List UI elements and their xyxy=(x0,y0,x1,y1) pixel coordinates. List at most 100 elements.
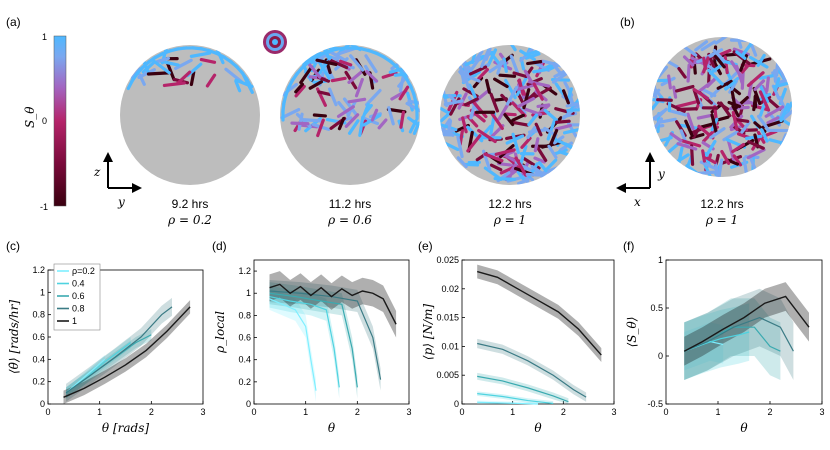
rod xyxy=(347,119,360,135)
rod xyxy=(458,65,466,84)
rod xyxy=(327,49,347,62)
rod xyxy=(440,122,458,132)
y-tick-label: 0 xyxy=(40,399,45,409)
colorbar-tick-top: 1 xyxy=(42,32,47,42)
rod xyxy=(533,156,547,164)
x-tick-label: 3 xyxy=(406,407,411,417)
rod-layer xyxy=(280,45,420,138)
rod xyxy=(527,80,551,88)
rod xyxy=(520,136,532,149)
y-tick-label: 1 xyxy=(658,255,663,265)
panel-label-f: (f) xyxy=(623,239,634,253)
rod xyxy=(667,74,672,90)
rod xyxy=(758,90,771,112)
rod xyxy=(551,70,570,84)
rod xyxy=(294,82,305,94)
rod xyxy=(510,120,530,127)
rod xyxy=(707,68,724,86)
x-tick-label: 1 xyxy=(510,407,515,417)
rod xyxy=(731,142,746,154)
rod xyxy=(716,101,730,111)
rod xyxy=(412,121,420,135)
rod xyxy=(705,139,717,157)
rod xyxy=(328,87,338,107)
rod xyxy=(526,60,543,66)
snapshot-disk-4 xyxy=(652,37,792,177)
y-tick-label: 1.2 xyxy=(238,266,251,276)
rod xyxy=(494,148,516,156)
y-tick-label: 0.4 xyxy=(32,354,45,364)
rod xyxy=(468,65,488,76)
rod xyxy=(485,78,491,94)
x-tick-label: 2 xyxy=(561,407,566,417)
rod xyxy=(501,152,520,165)
rod xyxy=(517,178,530,185)
rod xyxy=(543,108,559,122)
rod xyxy=(779,102,790,123)
y-tick-label: 1 xyxy=(40,287,45,297)
rod xyxy=(524,49,541,57)
snapshot-2-rho: ρ = 0.6 xyxy=(327,213,372,227)
snapshot-disk-3 xyxy=(440,45,580,185)
y-axis-label: ⟨θ̇⟩ [rads/hr] xyxy=(7,300,21,374)
rod xyxy=(748,154,758,173)
snapshot-2-time: 11.2 hrs xyxy=(329,197,371,211)
rod xyxy=(317,90,333,97)
rod xyxy=(337,100,351,117)
rod xyxy=(234,79,242,93)
rod xyxy=(717,158,724,177)
y-tick-label: 1 xyxy=(246,288,251,298)
colorbar-gradient xyxy=(53,35,67,207)
rod xyxy=(656,65,669,79)
rod xyxy=(347,97,367,104)
y-axis-label: ⟨S_θ⟩ xyxy=(625,317,639,348)
rod xyxy=(731,104,740,118)
rod xyxy=(469,56,481,72)
rod xyxy=(692,88,701,105)
rod xyxy=(756,53,766,67)
rod xyxy=(224,67,243,84)
series-line xyxy=(269,283,397,325)
rod xyxy=(699,160,716,170)
chart-e: 0 1 2 3 0 0.005 0.01 0.015 0.02 0.025 θ ⟨p⟩ [N/m] xyxy=(421,255,617,435)
rod xyxy=(440,129,455,138)
rod xyxy=(552,64,564,77)
plot-frame xyxy=(253,259,410,405)
rod xyxy=(764,105,785,118)
rod xyxy=(337,116,346,131)
rod xyxy=(480,50,490,68)
axis-glyph-a-horizontal: y xyxy=(117,195,125,209)
chart-f: 0 1 2 3-0.500.51θ⟨S_θ⟩ xyxy=(625,255,825,435)
rod xyxy=(546,119,556,141)
rod xyxy=(746,71,765,88)
rod xyxy=(365,70,379,83)
series-line xyxy=(269,295,340,388)
rod xyxy=(527,113,539,127)
rod xyxy=(358,115,365,137)
rod xyxy=(542,59,564,68)
rod xyxy=(316,118,325,138)
rod xyxy=(536,103,551,109)
rod xyxy=(766,97,782,111)
plot-frame xyxy=(461,259,615,405)
colorbar: 1 0 -1 S_θ xyxy=(23,32,67,212)
rod xyxy=(407,116,420,131)
series-band xyxy=(269,285,340,399)
rod xyxy=(686,112,695,131)
rod xyxy=(676,107,698,112)
rod xyxy=(515,83,536,91)
series-band xyxy=(477,338,587,402)
x-tick-label: 0 xyxy=(459,407,464,417)
legend-entry: ρ=0.2 xyxy=(72,266,95,276)
rod xyxy=(347,70,363,84)
legend-box xyxy=(53,263,101,331)
legend-entry: 1 xyxy=(72,316,77,326)
rod xyxy=(312,113,327,118)
colorbar-label: S_θ xyxy=(23,106,37,128)
series-line xyxy=(63,306,191,398)
x-tick-label: 1 xyxy=(303,407,308,417)
rod xyxy=(692,126,701,139)
x-tick-label: 3 xyxy=(819,407,824,417)
legend: ρ=0.2 0.4 0.6 0.8 1 xyxy=(53,263,101,331)
rod xyxy=(747,140,765,150)
